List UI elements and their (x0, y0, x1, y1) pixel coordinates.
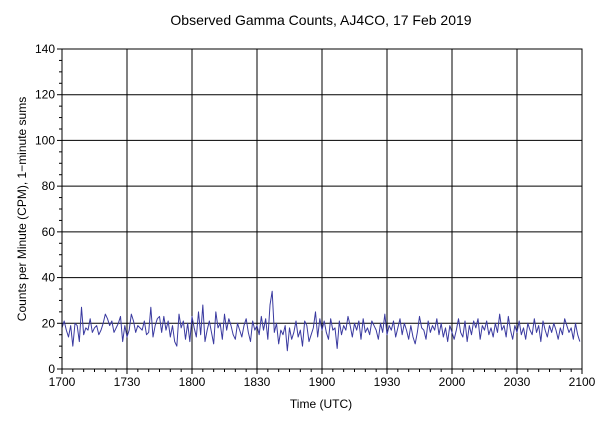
y-tick-label: 40 (42, 271, 56, 285)
x-tick-label: 1930 (374, 375, 401, 389)
x-axis: 1700 1730 1800 1830 1900 1930 2000 2030 2100 (49, 369, 596, 389)
y-tick-label: 60 (42, 225, 56, 239)
y-tick-label: 80 (42, 179, 56, 193)
y-tick-label: 100 (35, 133, 55, 147)
y-tick-label: 0 (48, 362, 55, 376)
y-axis-label: Counts per Minute (CPM), 1−minute sums (15, 97, 29, 321)
plot-area (61, 290, 581, 352)
y-tick-label: 20 (42, 316, 56, 330)
plot-frame (61, 48, 583, 370)
x-tick-label: 2100 (569, 375, 596, 389)
x-tick-label: 1730 (114, 375, 141, 389)
x-tick-label: 1830 (244, 375, 271, 389)
x-tick-label: 1700 (49, 375, 76, 389)
x-tick-label: 2000 (439, 375, 466, 389)
y-axis: 0 20 40 60 80 100 120 140 (35, 42, 62, 376)
grid (61, 48, 583, 370)
x-tick-label: 2030 (504, 375, 531, 389)
series-line (61, 290, 581, 352)
x-tick-label: 1900 (309, 375, 336, 389)
x-tick-label: 1800 (179, 375, 206, 389)
x-axis-label: Time (UTC) (290, 397, 352, 411)
y-tick-label: 140 (35, 42, 55, 56)
chart-title: Observed Gamma Counts, AJ4CO, 17 Feb 201… (170, 12, 471, 28)
y-tick-label: 120 (35, 88, 55, 102)
